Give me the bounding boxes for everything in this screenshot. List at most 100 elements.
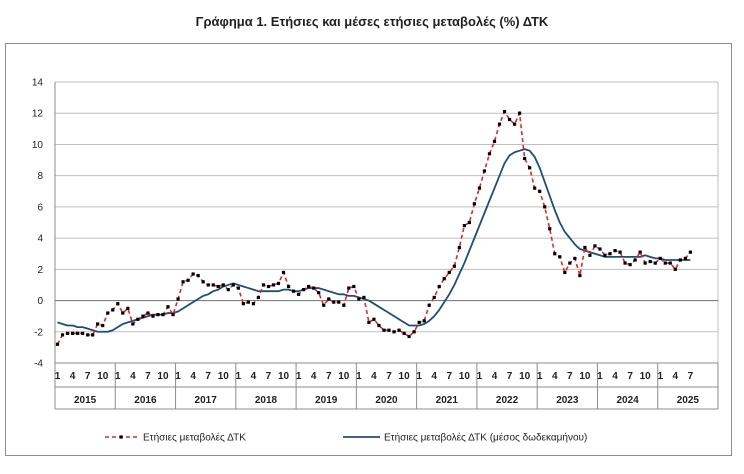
- data-point: [171, 313, 175, 317]
- month-tick-label: 4: [492, 371, 498, 382]
- data-point: [668, 261, 672, 265]
- month-tick-label: 4: [371, 371, 377, 382]
- data-point: [417, 320, 421, 325]
- data-point: [55, 342, 60, 346]
- data-point: [578, 273, 582, 278]
- data-point: [131, 322, 135, 326]
- data-point: [70, 331, 75, 335]
- data-point: [648, 259, 652, 264]
- data-point: [176, 297, 180, 301]
- data-point: [91, 333, 95, 337]
- year-label: 2021: [436, 395, 459, 406]
- month-tick-label: 4: [130, 371, 136, 382]
- y-tick-label: 12: [32, 109, 44, 120]
- data-point: [216, 284, 220, 289]
- y-tick-label: 8: [37, 171, 43, 182]
- data-point: [291, 289, 296, 293]
- data-point: [688, 250, 692, 254]
- legend-label-average: Ετήσιες μεταβολές ΔΤΚ (μέσος δωδεκαμήνου…: [384, 432, 587, 444]
- month-tick-label: 10: [459, 371, 471, 382]
- data-point: [512, 122, 517, 126]
- data-point: [60, 333, 65, 337]
- month-tick-label: 7: [627, 371, 633, 382]
- data-point: [276, 281, 281, 285]
- data-point: [633, 258, 637, 262]
- data-point: [126, 306, 130, 310]
- data-point: [583, 245, 587, 250]
- chart-title: Γράφημα 1. Ετήσιες και μέσες ετήσιες μετ…: [195, 14, 549, 29]
- data-point: [653, 261, 657, 265]
- data-point: [101, 323, 105, 328]
- chart-frame: [5, 43, 732, 456]
- data-point: [523, 156, 527, 161]
- month-tick-label: 1: [55, 371, 61, 382]
- data-point: [246, 300, 250, 304]
- data-point: [241, 302, 245, 306]
- data-point: [166, 305, 170, 309]
- data-point: [432, 295, 436, 300]
- month-tick-label: 1: [597, 371, 603, 382]
- month-tick-label: 10: [157, 371, 169, 382]
- data-point: [543, 205, 547, 209]
- year-label: 2025: [677, 395, 700, 406]
- month-tick-label: 10: [218, 371, 230, 382]
- data-point: [588, 253, 592, 257]
- data-point: [528, 166, 532, 170]
- data-point: [568, 261, 572, 265]
- data-point: [487, 152, 492, 156]
- data-point: [437, 284, 441, 289]
- month-tick-label: 4: [552, 371, 558, 382]
- year-label: 2018: [255, 395, 278, 406]
- data-point: [151, 314, 155, 318]
- y-axis: -4 -2 0 2 4 6 8 10 12 14: [32, 78, 44, 370]
- month-tick-label: 1: [115, 371, 121, 382]
- data-point: [362, 295, 366, 300]
- data-point: [502, 110, 507, 114]
- y-tick-label: 2: [37, 265, 43, 276]
- month-tick-label: 1: [537, 371, 543, 382]
- data-point: [673, 267, 677, 271]
- data-point: [196, 273, 200, 278]
- month-tick-label: 1: [477, 371, 483, 382]
- y-tick-label: 4: [37, 234, 43, 245]
- data-point: [533, 186, 537, 190]
- data-point: [281, 270, 286, 275]
- y-tick-label: 0: [37, 296, 43, 307]
- data-point: [121, 311, 125, 315]
- month-tick-label: 7: [266, 371, 272, 382]
- month-tick-label: 7: [85, 371, 91, 382]
- month-tick-label: 1: [356, 371, 362, 382]
- year-label: 2023: [556, 395, 579, 406]
- data-point: [452, 264, 456, 268]
- month-tick-label: 7: [567, 371, 573, 382]
- data-point: [347, 286, 351, 290]
- month-tick-label: 7: [145, 371, 151, 382]
- month-tick-label: 10: [399, 371, 411, 382]
- data-point: [156, 313, 160, 317]
- data-point: [407, 334, 411, 339]
- data-point: [367, 320, 371, 325]
- data-point: [553, 252, 557, 256]
- month-tick-label: 1: [296, 371, 302, 382]
- data-point: [462, 224, 466, 228]
- data-point: [317, 291, 321, 295]
- data-point: [226, 288, 230, 292]
- data-point: [538, 189, 542, 193]
- data-point: [297, 292, 301, 296]
- month-tick-label: 10: [640, 371, 652, 382]
- data-point: [201, 280, 205, 284]
- data-point: [266, 284, 271, 289]
- data-point: [442, 277, 446, 281]
- data-point: [402, 331, 406, 335]
- gridlines: [54, 81, 719, 364]
- data-point: [76, 331, 80, 335]
- month-tick-label: 10: [579, 371, 591, 382]
- data-point: [181, 280, 185, 284]
- data-point: [377, 323, 381, 328]
- data-point: [392, 330, 396, 334]
- data-point: [372, 317, 376, 321]
- data-point: [548, 227, 552, 231]
- series-average-line: [57, 148, 691, 333]
- data-point: [136, 317, 140, 321]
